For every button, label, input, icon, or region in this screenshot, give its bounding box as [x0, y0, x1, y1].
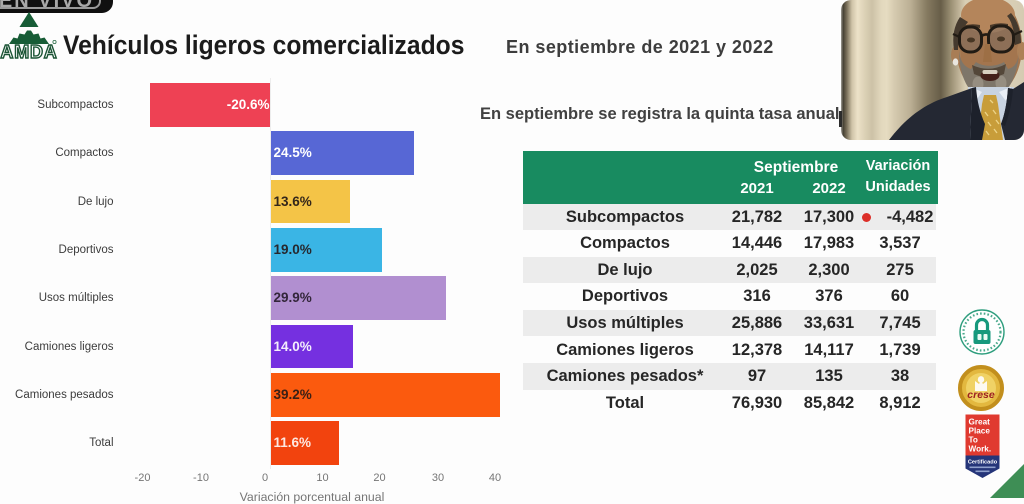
svg-text:Work.: Work. — [969, 445, 992, 454]
svg-text:AMDA: AMDA — [0, 42, 57, 62]
svg-text:To: To — [969, 436, 978, 445]
svg-text:Certificado: Certificado — [968, 460, 998, 466]
svg-text:Great: Great — [969, 418, 991, 427]
svg-text:crese: crese — [967, 389, 995, 401]
svg-text:Place: Place — [969, 427, 991, 436]
